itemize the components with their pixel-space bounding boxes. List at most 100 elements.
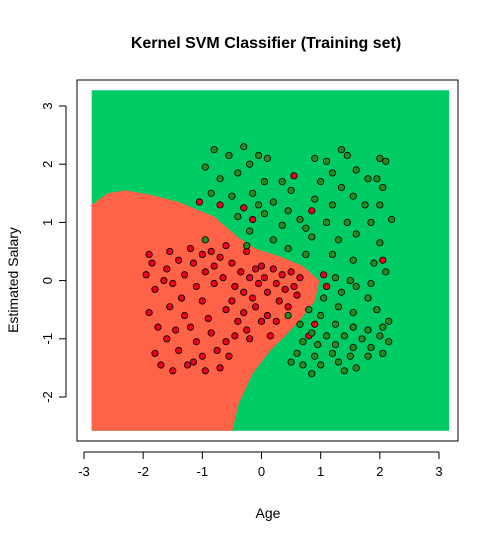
point-class-0 [240, 204, 248, 212]
point-class-1 [278, 178, 286, 186]
point-class-1 [254, 201, 263, 209]
point-class-1 [343, 151, 351, 160]
point-class-0 [198, 250, 206, 259]
point-class-1 [322, 332, 331, 340]
point-class-1 [322, 218, 331, 226]
point-class-1 [328, 250, 337, 259]
point-class-1 [337, 288, 345, 296]
point-class-0 [207, 329, 215, 337]
x-tick-label: 1 [317, 464, 324, 479]
x-tick-label: -1 [197, 464, 209, 479]
point-class-0 [320, 271, 328, 279]
point-class-1 [328, 349, 337, 357]
point-class-1 [225, 151, 233, 160]
point-class-0 [237, 268, 245, 276]
point-class-0 [254, 279, 263, 288]
point-class-1 [284, 244, 292, 253]
x-axis-label: Age [256, 505, 281, 521]
point-class-0 [207, 247, 215, 256]
point-class-1 [382, 157, 390, 165]
y-axis-label: Estimated Salary [5, 227, 21, 333]
y-tick-label: 1 [40, 219, 55, 226]
point-class-0 [198, 297, 206, 305]
point-class-0 [195, 198, 203, 206]
y-tick-label: -2 [40, 391, 55, 403]
point-class-0 [175, 346, 183, 355]
point-class-0 [210, 279, 218, 288]
x-tick-label: 3 [435, 464, 442, 479]
point-class-0 [322, 282, 331, 291]
point-class-0 [198, 352, 206, 360]
point-class-0 [166, 247, 174, 256]
point-class-1 [234, 212, 242, 221]
point-class-1 [334, 236, 343, 244]
point-class-0 [278, 271, 286, 279]
y-axis: -2 -1 0 1 2 3 [40, 102, 67, 403]
point-class-0 [257, 262, 266, 270]
point-class-1 [334, 358, 343, 366]
point-class-1 [367, 218, 375, 226]
point-class-1 [385, 317, 393, 325]
chart-title: Kernel SVM Classifier (Training set) [131, 35, 401, 52]
x-tick-label: 0 [258, 464, 265, 479]
point-class-0 [272, 279, 280, 288]
point-class-0 [169, 279, 177, 288]
plot-box [76, 79, 459, 442]
point-class-1 [201, 163, 209, 171]
point-class-1 [376, 154, 384, 162]
point-class-0 [204, 314, 212, 323]
point-class-1 [302, 250, 310, 259]
point-class-0 [154, 323, 162, 331]
point-class-1 [293, 349, 301, 357]
point-class-1 [322, 157, 331, 165]
point-class-1 [317, 361, 325, 369]
point-class-0 [275, 297, 283, 305]
point-class-1 [328, 169, 337, 177]
point-class-1 [240, 143, 248, 151]
point-class-1 [305, 306, 313, 314]
point-class-0 [290, 282, 298, 291]
point-class-1 [337, 146, 345, 154]
point-class-1 [328, 201, 337, 209]
point-class-0 [142, 271, 150, 279]
point-class-1 [376, 332, 384, 340]
point-class-0 [246, 335, 254, 343]
point-class-0 [225, 352, 233, 360]
point-class-0 [148, 259, 156, 267]
point-class-0 [201, 268, 209, 276]
point-class-1 [296, 320, 304, 328]
point-class-0 [243, 326, 251, 334]
point-class-1 [352, 230, 360, 238]
point-class-1 [331, 320, 340, 328]
point-class-0 [257, 317, 266, 325]
point-class-1 [352, 364, 360, 372]
points-layer [142, 143, 396, 378]
x-axis: -3 -2 -1 0 1 2 3 [78, 451, 443, 479]
point-class-1 [263, 154, 272, 162]
point-class-1 [349, 256, 357, 264]
point-class-0 [163, 265, 171, 273]
point-class-0 [222, 338, 230, 346]
point-class-0 [266, 332, 274, 340]
point-class-0 [151, 349, 159, 357]
point-class-1 [367, 279, 375, 288]
point-class-0 [186, 244, 195, 253]
point-class-0 [160, 276, 168, 285]
point-class-0 [172, 326, 180, 334]
point-class-1 [373, 306, 381, 314]
point-class-1 [278, 221, 286, 229]
point-class-0 [240, 288, 248, 296]
point-class-0 [228, 259, 236, 267]
point-class-1 [308, 329, 316, 337]
point-class-1 [260, 210, 269, 218]
point-class-0 [178, 294, 186, 302]
point-class-0 [157, 361, 165, 369]
point-class-1 [364, 326, 372, 334]
point-class-0 [151, 285, 159, 293]
point-class-0 [249, 215, 257, 224]
point-class-1 [364, 175, 372, 183]
point-class-1 [337, 183, 345, 192]
point-class-1 [269, 236, 277, 244]
point-class-0 [222, 242, 230, 250]
